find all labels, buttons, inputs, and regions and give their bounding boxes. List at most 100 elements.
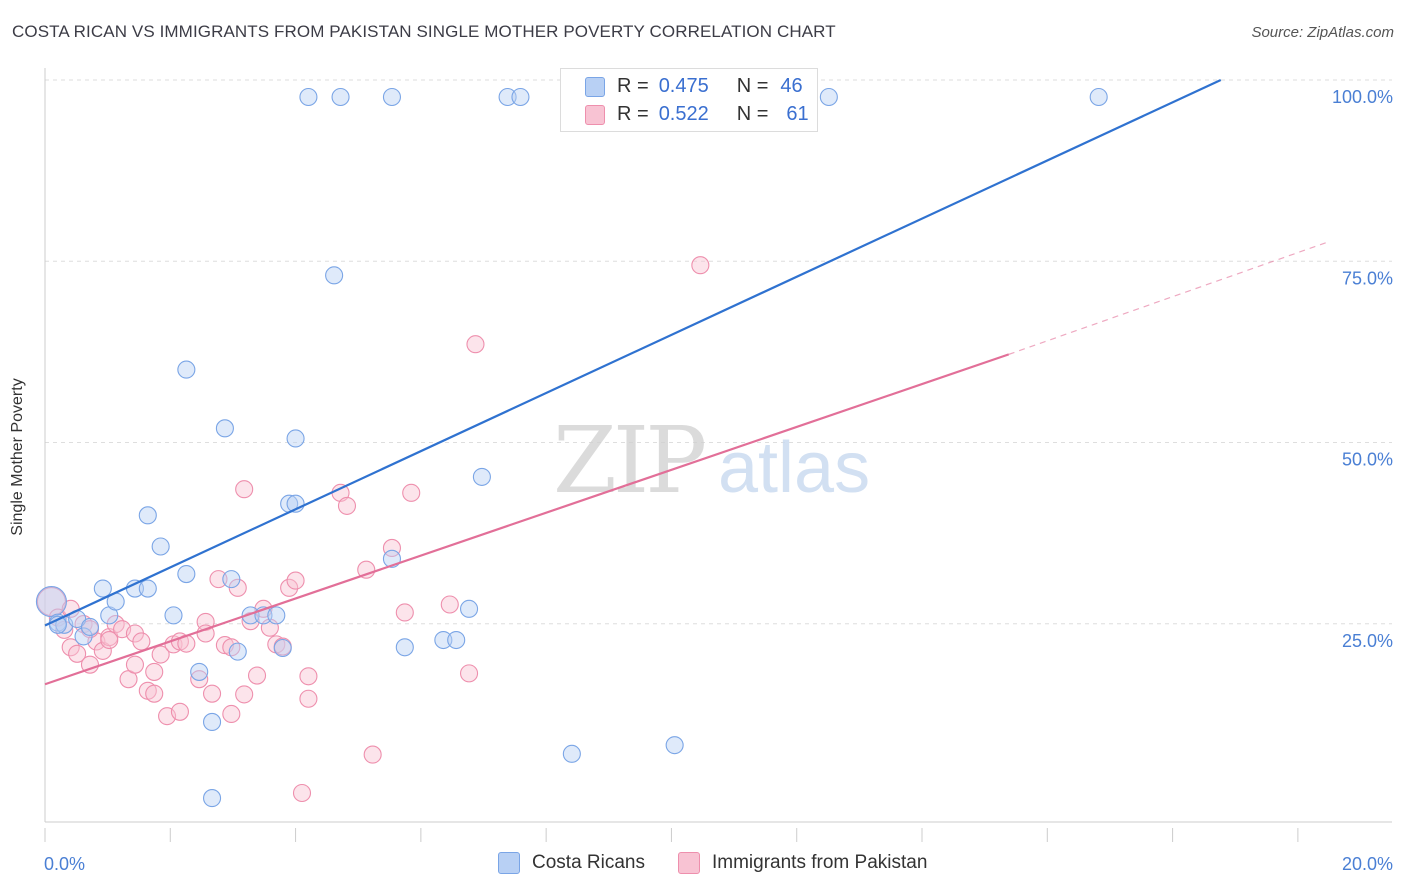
legend-n-label: N = [736, 102, 769, 125]
correlation-legend: R = 0.475 N = 46 R = 0.522 N = 61 [560, 68, 818, 132]
data-point-costa-rican [665, 736, 684, 755]
legend-swatch-pink [585, 105, 605, 125]
data-point-pakistan [196, 624, 215, 643]
trend-line-costa-ricans [44, 79, 1222, 627]
data-point-pakistan [691, 256, 710, 275]
data-point-costa-rican [459, 599, 479, 618]
y-tick-label: 25.0% [1342, 631, 1393, 651]
legend-r-value: 0.475 [658, 74, 709, 97]
legend-r-label: R = [617, 74, 649, 97]
data-point-costa-rican [203, 712, 222, 732]
data-point-pakistan [440, 595, 459, 614]
data-point-pakistan [61, 638, 80, 657]
data-point-costa-rican [286, 429, 305, 448]
tick-labels: 25.0% 50.0% 75.0% 100.0% 0.0% 20.0% [44, 87, 1393, 874]
data-point-pakistan [247, 666, 267, 685]
legend-swatch-blue [585, 77, 605, 97]
series-costa-rican-points [35, 87, 1108, 808]
y-axis-label: Single Mother Poverty [9, 378, 26, 536]
data-point-pakistan [145, 662, 164, 681]
data-point-pakistan [459, 664, 479, 683]
x-tick-label: 0.0% [44, 854, 85, 874]
data-point-costa-rican [228, 642, 247, 661]
data-point-pakistan [100, 630, 119, 650]
data-point-costa-rican [819, 87, 838, 107]
data-point-pakistan [190, 670, 209, 689]
data-point-costa-rican [511, 87, 530, 107]
data-point-pakistan [151, 645, 170, 664]
legend-label-pakistan: Immigrants from Pakistan [712, 852, 928, 873]
data-point-costa-rican [203, 789, 222, 808]
data-point-costa-rican [1089, 87, 1108, 107]
data-point-costa-rican [267, 606, 286, 625]
data-point-costa-rican [325, 266, 344, 285]
data-point-costa-rican [273, 638, 292, 658]
legend-row-costa-ricans: R = 0.475 N = 46 [585, 73, 803, 99]
data-point-costa-rican [138, 506, 157, 525]
legend-n-label: N = [736, 74, 769, 97]
y-tick-label: 100.0% [1332, 87, 1393, 107]
legend-swatch-pink [678, 852, 700, 874]
data-point-costa-rican [447, 630, 466, 650]
data-point-pakistan [125, 655, 144, 674]
data-point-pakistan [382, 538, 402, 558]
data-point-costa-rican [222, 570, 241, 589]
data-point-costa-rican [299, 87, 318, 107]
data-point-costa-rican [74, 627, 93, 646]
data-point-pakistan [292, 783, 312, 803]
data-point-costa-rican [151, 537, 170, 556]
data-point-pakistan [203, 684, 222, 703]
data-point-pakistan [337, 496, 357, 515]
data-point-costa-rican [562, 744, 581, 763]
axes [44, 68, 1392, 842]
watermark: ZIP atlas [553, 407, 870, 514]
data-point-costa-rican [80, 617, 100, 637]
data-point-pakistan [395, 603, 414, 622]
data-point-costa-rican [331, 87, 350, 107]
data-point-pakistan [280, 578, 299, 597]
data-point-costa-rican [434, 630, 453, 650]
data-point-pakistan [299, 667, 318, 686]
data-point-costa-rican [498, 87, 517, 107]
data-point-costa-rican [138, 579, 157, 598]
watermark-zip: ZIP [553, 407, 704, 514]
data-point-pakistan [299, 689, 318, 708]
data-point-pakistan [132, 632, 151, 651]
source-label: Source: ZipAtlas.com [1251, 24, 1394, 41]
data-point-costa-rican [177, 360, 196, 379]
y-tick-label: 75.0% [1342, 268, 1393, 288]
trend-lines [44, 79, 1331, 686]
legend-r-value: 0.522 [658, 102, 709, 125]
data-point-pakistan [286, 571, 305, 590]
legend-n-value: 61 [786, 102, 809, 125]
legend-item-costa-ricans: Costa Ricans [498, 852, 645, 874]
legend-label-costa-ricans: Costa Ricans [532, 852, 645, 873]
series-pakistan-points [36, 256, 710, 803]
series-legend: Costa Ricans Immigrants from Pakistan [0, 852, 1406, 876]
data-point-pakistan [68, 644, 87, 663]
data-point-pakistan [145, 684, 164, 703]
legend-item-pakistan: Immigrants from Pakistan [678, 852, 927, 874]
data-point-pakistan [402, 483, 421, 502]
legend-r-label: R = [617, 102, 649, 125]
data-point-pakistan [363, 745, 382, 764]
data-point-costa-rican [382, 87, 402, 107]
legend-n-value: 46 [780, 74, 803, 97]
gridlines [45, 79, 1392, 625]
data-point-costa-rican [93, 579, 112, 598]
data-point-costa-rican [35, 586, 67, 618]
data-point-pakistan [170, 702, 189, 721]
data-point-costa-rican [190, 662, 209, 681]
data-point-pakistan [466, 335, 485, 354]
data-point-pakistan [80, 655, 100, 674]
trend-line-pakistan-extension [1008, 240, 1331, 355]
legend-row-pakistan: R = 0.522 N = 61 [585, 101, 809, 127]
data-point-pakistan [235, 685, 254, 704]
data-point-costa-rican [215, 419, 234, 438]
data-point-costa-rican [395, 638, 414, 657]
legend-swatch-blue [498, 852, 520, 874]
chart-title: COSTA RICAN VS IMMIGRANTS FROM PAKISTAN … [12, 22, 836, 41]
x-tick-label: 20.0% [1342, 854, 1393, 874]
data-point-costa-rican [241, 606, 260, 625]
